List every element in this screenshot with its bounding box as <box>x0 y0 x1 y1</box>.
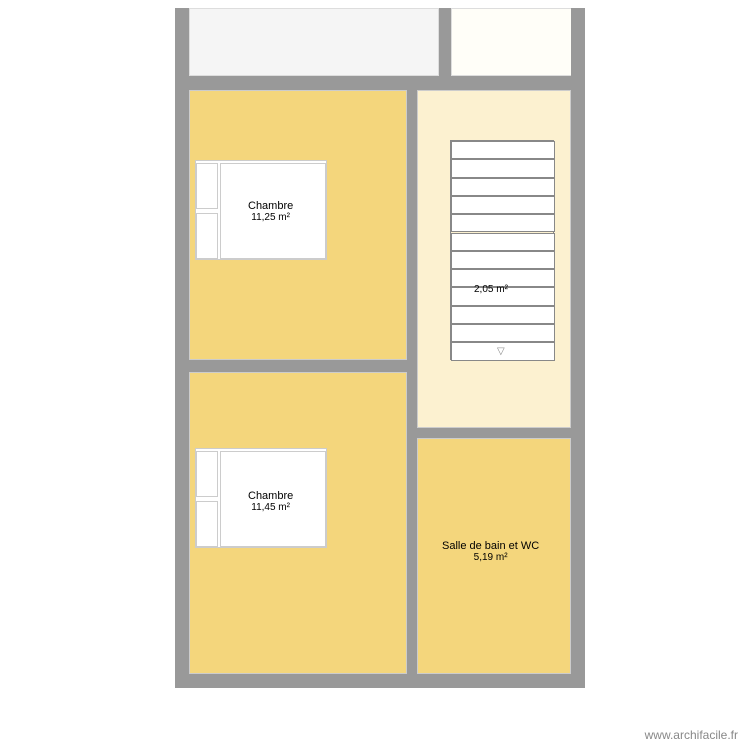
room-area: 2,05 m² <box>474 284 508 295</box>
wall-vert-mid <box>407 90 417 674</box>
top-roof-left <box>189 8 439 76</box>
label-hall: 2,05 m² <box>474 284 508 295</box>
pillow-icon <box>196 451 218 497</box>
room-name: Chambre <box>248 490 293 502</box>
wall-horiz-chambres <box>189 360 407 372</box>
pillow-icon <box>196 213 218 259</box>
room-name: Chambre <box>248 200 293 212</box>
room-name: Salle de bain et WC <box>442 540 539 552</box>
stairs: ▽ <box>450 140 554 360</box>
floorplan-canvas: ▽ Chambre 11,25 m² Chambre 11,45 m² 2,05… <box>0 0 750 750</box>
wall-bottom <box>175 674 585 688</box>
room-area: 11,45 m² <box>248 502 293 513</box>
wall-right <box>571 8 585 688</box>
stair-arrow-icon: ▽ <box>497 346 505 357</box>
room-area: 11,25 m² <box>248 212 293 223</box>
wall-top-divider <box>439 8 451 76</box>
top-roof-right <box>451 8 573 76</box>
pillow-icon <box>196 501 218 547</box>
wall-left <box>175 8 189 688</box>
label-sdb: Salle de bain et WC 5,19 m² <box>442 540 539 563</box>
wall-mid-top <box>175 76 585 90</box>
wall-horiz-hall-sdb <box>417 428 571 438</box>
label-chambre1: Chambre 11,25 m² <box>248 200 293 223</box>
room-area: 5,19 m² <box>442 552 539 563</box>
watermark-text: www.archifacile.fr <box>645 728 738 742</box>
label-chambre2: Chambre 11,45 m² <box>248 490 293 513</box>
pillow-icon <box>196 163 218 209</box>
